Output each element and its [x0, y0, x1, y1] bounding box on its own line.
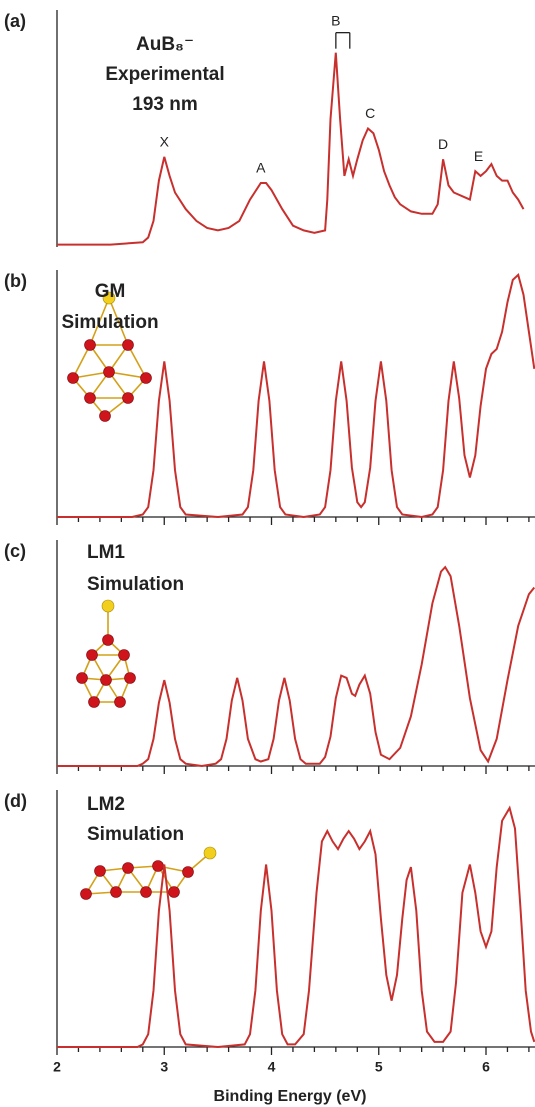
- peak-label: B: [331, 12, 340, 28]
- x-tick-label: 6: [482, 1059, 490, 1075]
- structure-lm1: [76, 599, 136, 708]
- panel-title: 193 nm: [132, 94, 197, 115]
- panel-label: (d): [4, 791, 27, 811]
- panel-title: Simulation: [87, 574, 184, 595]
- panel-title: Experimental: [105, 64, 224, 85]
- spectrum-line: [57, 52, 525, 246]
- panel-title: LM2: [87, 794, 125, 815]
- panel-label: (a): [4, 11, 26, 31]
- panel-title: AuB₈⁻: [136, 34, 194, 55]
- panel-title: LM1: [87, 542, 125, 563]
- panel-title: GM: [95, 281, 126, 302]
- structure-gm: [67, 291, 152, 422]
- panel-label: (b): [4, 271, 27, 291]
- peak-label: C: [365, 105, 375, 121]
- spectrum-line: [57, 565, 535, 768]
- x-tick-label: 3: [160, 1059, 168, 1075]
- x-tick-label: 2: [53, 1059, 61, 1075]
- panel-title: Simulation: [61, 312, 158, 333]
- peak-label: D: [438, 136, 448, 152]
- panel-title: Simulation: [87, 824, 184, 845]
- x-tick-label: 4: [268, 1059, 276, 1075]
- x-tick-label: 5: [375, 1059, 383, 1075]
- structure-lm2: [80, 846, 217, 900]
- peak-label: X: [160, 134, 170, 150]
- panel-label: (c): [4, 541, 26, 561]
- x-axis-label: Binding Energy (eV): [214, 1088, 367, 1105]
- peak-label: E: [474, 148, 483, 164]
- peak-label: A: [256, 160, 266, 176]
- spectrum-line: [57, 805, 535, 1049]
- spectrum-line: [57, 273, 535, 519]
